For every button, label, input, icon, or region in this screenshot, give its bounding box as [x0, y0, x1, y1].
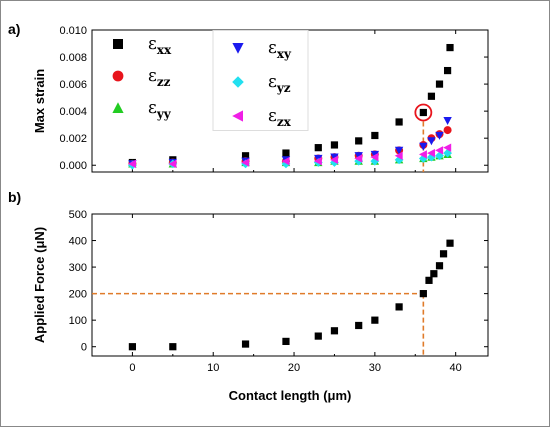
legend-marker-xx: [113, 39, 123, 49]
panel-b-y-axis-label: Applied Force (μN): [32, 227, 47, 343]
data-point-a-xx: [435, 80, 444, 88]
data-point-a-xy: [419, 142, 428, 151]
data-point-b-force: [446, 239, 454, 247]
data-point-a-zx: [443, 143, 452, 152]
legend-marker-xy: [232, 43, 244, 54]
panel-b-label: b): [8, 189, 21, 205]
data-point-b-force: [128, 343, 137, 351]
panel-b-x-tick-label: 10: [207, 362, 219, 374]
panel-b-y-tick-label: 0: [81, 342, 87, 354]
data-point-a-zx: [313, 156, 322, 166]
data-point-a-xx: [355, 137, 363, 145]
data-point-b-force: [314, 332, 322, 340]
data-point-a-xy: [427, 137, 436, 146]
data-point-b-force: [282, 337, 290, 346]
panel-b-y-tick-label: 100: [69, 315, 87, 327]
panel-b-y-tick-label: 200: [69, 289, 87, 301]
marks-layer: [128, 43, 454, 351]
data-point-a-zx: [427, 148, 436, 158]
data-point-a-xx: [371, 131, 379, 140]
panel-a-y-tick-label: 0.008: [59, 52, 87, 64]
data-point-b-force: [439, 250, 448, 258]
data-point-b-force: [371, 316, 379, 324]
panel-a-y-tick-label: 0.004: [59, 106, 87, 118]
panel-b-y-tick-label: 400: [69, 236, 87, 248]
panel-a-y-tick-label: 0.006: [59, 79, 87, 91]
data-point-a-xy: [443, 117, 452, 126]
data-point-a-xx-extra: [446, 43, 454, 52]
legend-box-left: [92, 30, 213, 153]
data-point-a-zx: [168, 159, 177, 169]
data-point-a-zx: [394, 151, 403, 160]
data-point-a-zx: [418, 150, 427, 159]
data-point-a-xx: [241, 152, 250, 160]
panel-b-plot-area: [91, 213, 489, 357]
data-point-a-zz: [443, 126, 452, 135]
data-point-a-zx: [370, 152, 379, 162]
data-point-a-yz: [330, 158, 339, 167]
panel-a-y-tick-label: 0.010: [59, 25, 87, 37]
data-point-b-force: [425, 276, 433, 284]
panel-b-x-tick-label: 0: [129, 362, 135, 374]
data-point-a-xy: [394, 146, 404, 155]
data-point-b-force: [241, 340, 250, 348]
data-point-b-force: [169, 343, 177, 351]
data-point-a-xx: [443, 66, 452, 75]
data-point-a-xx: [314, 144, 322, 152]
data-point-a-zx: [281, 156, 290, 166]
data-point-b-force: [395, 303, 403, 311]
data-point-a-xx: [395, 118, 403, 126]
panel-b-x-axis-label: Contact length (μm): [229, 388, 352, 403]
panel-b-x-tick-label: 30: [369, 362, 381, 374]
legend-marker-zx: [232, 110, 243, 122]
data-point-a-zx: [435, 146, 444, 155]
data-point-a-zx: [128, 159, 137, 169]
data-point-a-xx: [282, 149, 290, 157]
panel-b-x-tick-label: 40: [450, 362, 462, 374]
data-point-b-force: [435, 262, 444, 270]
data-point-a-zx: [330, 155, 339, 165]
data-point-a-xx: [330, 141, 339, 149]
panel-b-x-tick-label: 20: [288, 362, 300, 374]
data-point-a-zx: [354, 154, 363, 163]
highlight-circle: [414, 103, 433, 122]
panel-b-y-tick-label: 500: [69, 209, 87, 221]
panel-a-y-tick-label: 0.000: [59, 160, 87, 172]
panel-b-y-tick-label: 300: [69, 262, 87, 274]
panel-a-y-tick-label: 0.002: [59, 133, 87, 145]
data-point-a-xx: [419, 108, 427, 117]
legend-marker-zz: [112, 70, 124, 82]
data-point-b-force: [430, 270, 438, 278]
data-point-b-force: [419, 290, 427, 298]
data-point-a-yz: [418, 154, 428, 163]
panel-a-y-axis-label: Max strain: [32, 69, 47, 133]
data-point-a-zx: [241, 158, 250, 167]
legend-box-right: [212, 30, 309, 131]
data-point-a-xx: [427, 92, 436, 100]
data-point-b-force: [330, 327, 339, 335]
data-point-b-force: [355, 321, 363, 330]
legend-marker-yy: [112, 102, 124, 113]
legend-marker-yz: [232, 76, 244, 88]
panel-a-label: a): [8, 21, 20, 37]
data-point-a-xy: [435, 131, 444, 140]
